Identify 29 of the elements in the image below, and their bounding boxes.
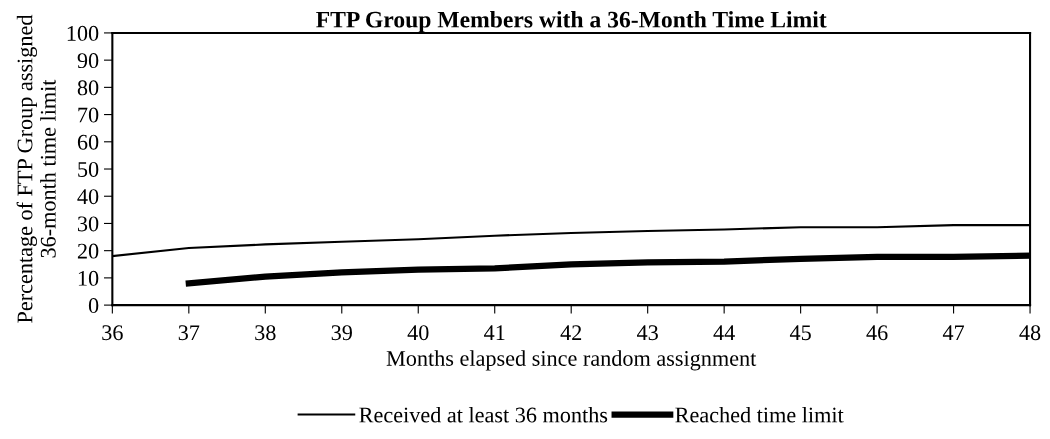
x-tick-label: 37 <box>178 325 200 341</box>
y-tick-label: 40 <box>77 189 99 205</box>
x-tick-label: 40 <box>407 325 429 341</box>
y-tick-label: 70 <box>78 107 99 123</box>
x-axis-title: Months elapsed since random assignment <box>386 350 757 371</box>
y-tick-label: 20 <box>77 243 99 259</box>
x-tick-label: 36 <box>102 325 123 341</box>
x-tick-label: 45 <box>789 325 811 341</box>
legend-label: Reached time limit <box>675 406 844 423</box>
x-tick-label: 47 <box>942 325 965 340</box>
x-tick-label: 43 <box>637 325 658 341</box>
y-tick-label: 30 <box>78 216 99 232</box>
legend-label: Received at least 36 months <box>359 406 608 423</box>
x-tick-label: 44 <box>713 325 735 340</box>
x-tick-label: 42 <box>560 325 582 340</box>
y-tick-label: 90 <box>77 53 99 69</box>
y-tick-label: 60 <box>77 134 99 150</box>
y-tick-label: 100 <box>67 25 99 41</box>
x-tick-label: 46 <box>866 325 888 341</box>
y-tick-label: 10 <box>78 270 99 286</box>
x-tick-label: 39 <box>331 325 352 341</box>
x-tick-label: 41 <box>484 325 505 340</box>
chart-title: FTP Group Members with a 36-Month Time Limit <box>316 10 827 33</box>
y-tick-label: 50 <box>78 161 99 177</box>
y-tick-label: 0 <box>88 298 99 314</box>
y-tick-label: 80 <box>77 80 99 96</box>
x-tick-label: 48 <box>1019 325 1041 341</box>
y-axis-title: Percentage of FTP Group assigned 36-month time limit <box>16 14 56 323</box>
x-tick-label: 38 <box>255 325 276 341</box>
